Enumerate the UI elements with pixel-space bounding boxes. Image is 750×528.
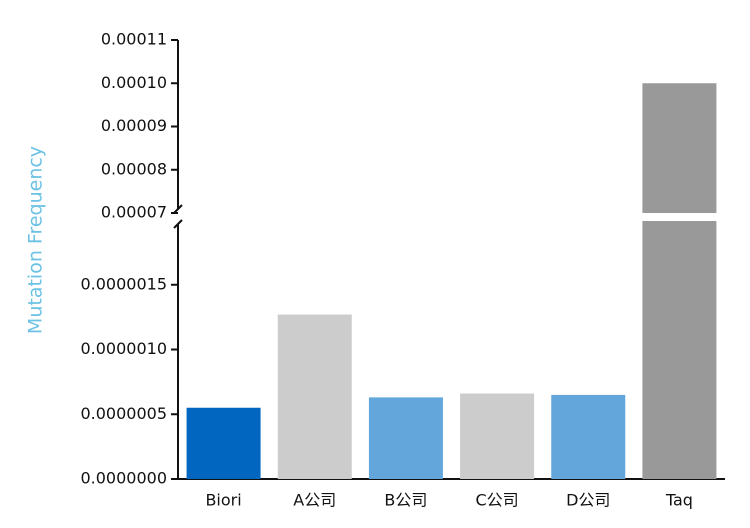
y-axis-label: Mutation Frequency bbox=[25, 146, 47, 334]
x-tick-label: B公司 bbox=[384, 491, 427, 510]
x-tick-label: A公司 bbox=[293, 491, 336, 510]
axis-break bbox=[173, 204, 183, 214]
y-tick-label: 0.0000015 bbox=[80, 274, 167, 293]
y-tick-label: 0.00008 bbox=[101, 159, 167, 178]
x-tick-label: D公司 bbox=[566, 491, 610, 510]
axis-break bbox=[173, 219, 183, 229]
x-tick-label: C公司 bbox=[475, 491, 518, 510]
y-tick-label: 0.0000005 bbox=[80, 404, 167, 423]
bar bbox=[368, 397, 443, 479]
y-tick-label: 0.00011 bbox=[101, 30, 167, 49]
y-tick-label: 0.00010 bbox=[101, 73, 167, 92]
bar bbox=[460, 393, 535, 479]
y-tick-label: 0.0000000 bbox=[80, 469, 167, 488]
bar bbox=[551, 394, 626, 479]
y-tick-label: 0.00007 bbox=[101, 203, 167, 222]
bar bbox=[277, 314, 352, 479]
y-tick-label: 0.00009 bbox=[101, 116, 167, 135]
bar bbox=[186, 407, 261, 479]
y-tick-label: 0.0000010 bbox=[80, 339, 167, 358]
bar bbox=[642, 83, 717, 479]
x-tick-label: Taq bbox=[665, 491, 693, 510]
x-tick-label: Biori bbox=[205, 491, 241, 510]
